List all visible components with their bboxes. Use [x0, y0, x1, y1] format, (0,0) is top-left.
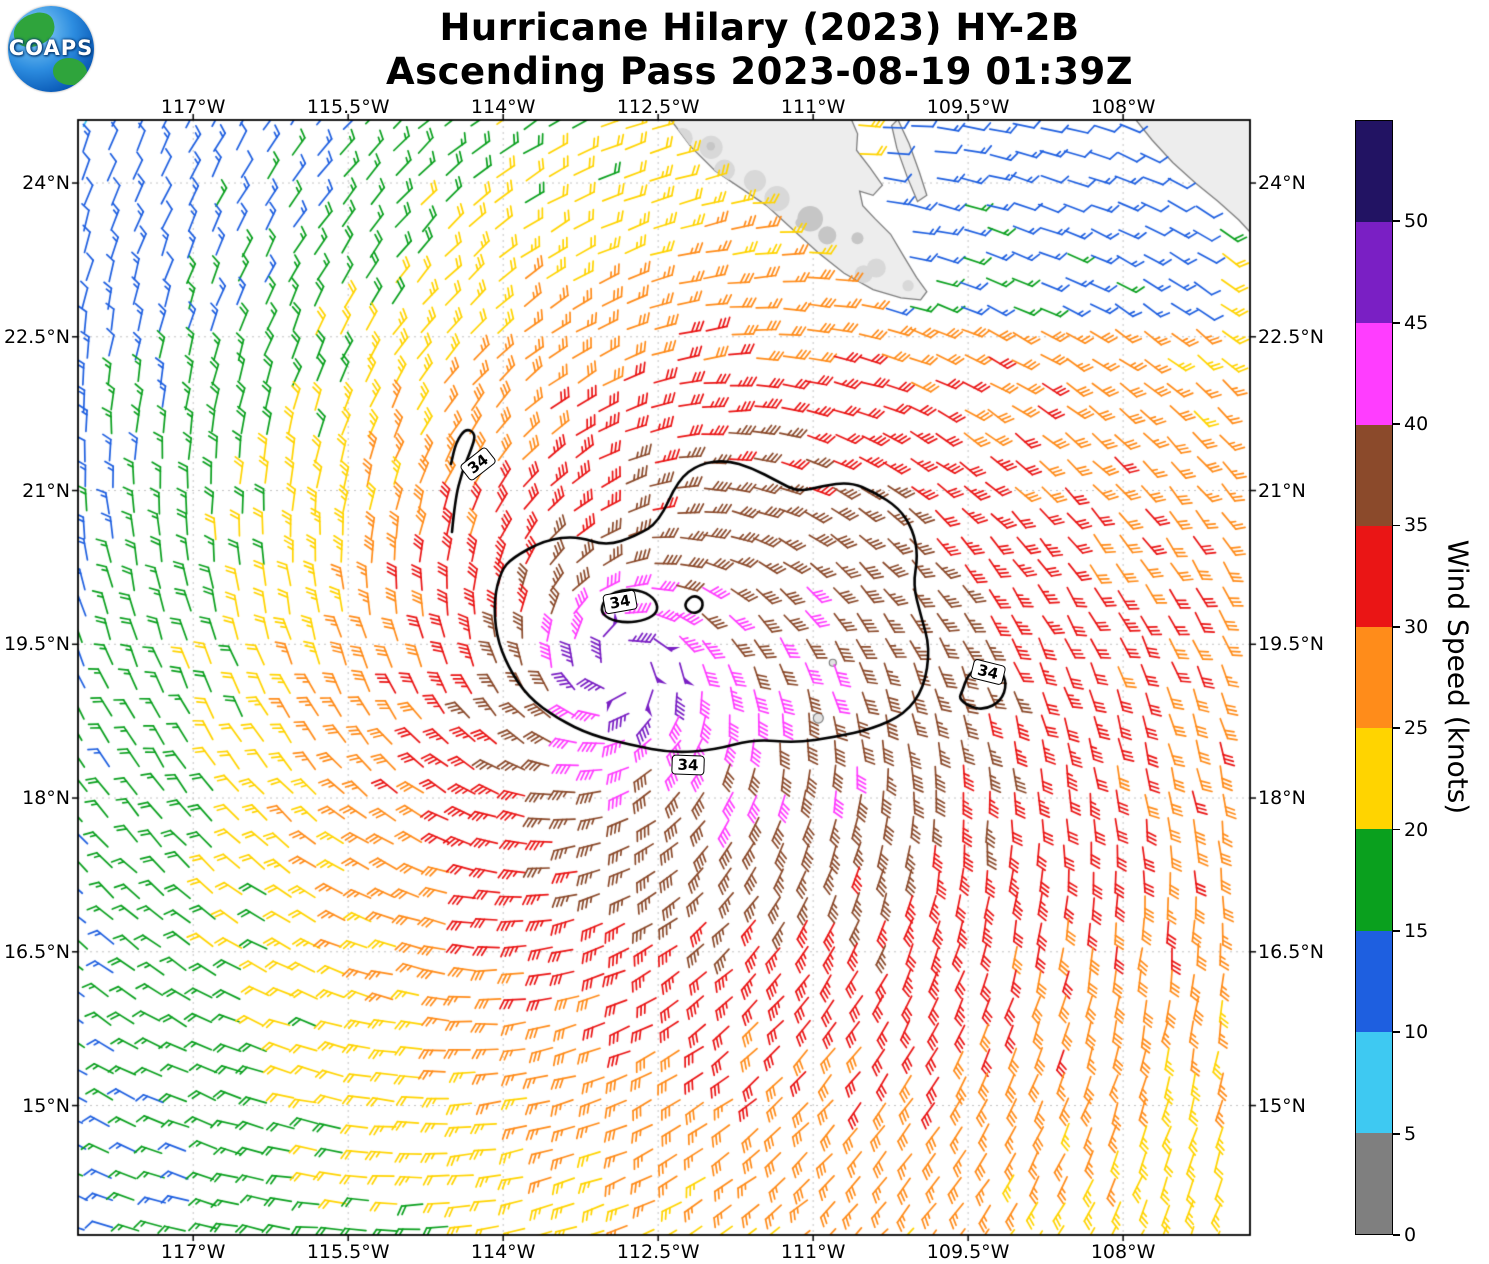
y-tick-label-left: 15°N — [22, 1094, 70, 1117]
colorbar-segment — [1356, 323, 1392, 425]
x-tick-label-top: 109.5°W — [926, 96, 1010, 118]
y-tick-label-left: 16.5°N — [3, 940, 70, 963]
y-tick-label-left: 24°N — [22, 172, 70, 195]
y-tick-label-right: 18°N — [1258, 787, 1306, 810]
colorbar-segment — [1356, 728, 1392, 830]
colorbar-segment — [1356, 222, 1392, 324]
y-tick-label-right: 21°N — [1258, 479, 1306, 502]
x-tick-label-top: 115.5°W — [306, 96, 390, 118]
y-tick-label-left: 21°N — [22, 479, 70, 502]
x-tick-label-top: 112.5°W — [616, 96, 700, 118]
x-tick-label-bottom: 117°W — [160, 1241, 226, 1263]
colorbar-segment — [1356, 525, 1392, 627]
colorbar-segment — [1356, 829, 1392, 931]
colorbar — [1355, 120, 1393, 1235]
contour-label-34: 34 — [671, 754, 705, 776]
colorbar-tick-label: 50 — [1404, 210, 1429, 233]
colorbar-tick-label: 40 — [1404, 413, 1429, 436]
colorbar-tick-label: 15 — [1404, 919, 1429, 942]
x-tick-label-top: 114°W — [470, 96, 536, 118]
colorbar-tick — [1393, 828, 1400, 831]
x-tick-label-bottom: 109.5°W — [926, 1241, 1010, 1263]
colorbar-segment — [1356, 424, 1392, 526]
y-tick-label-left: 22.5°N — [3, 325, 70, 348]
colorbar-tick — [1393, 930, 1400, 932]
y-tick-label-right: 22.5°N — [1258, 325, 1325, 348]
x-tick-label-top: 117°W — [160, 96, 226, 118]
y-tick-label-right: 24°N — [1258, 172, 1306, 195]
x-tick-label-bottom: 114°W — [470, 1241, 536, 1263]
colorbar-tick — [1393, 220, 1400, 223]
x-tick-label-top: 108°W — [1090, 96, 1156, 118]
logo-text: COAPS — [8, 36, 94, 60]
colorbar-tick-label: 0 — [1404, 1224, 1417, 1246]
colorbar-tick — [1393, 1031, 1400, 1034]
y-tick-label-right: 15°N — [1258, 1094, 1306, 1117]
colorbar-tick-label: 20 — [1404, 818, 1429, 841]
colorbar-tick-label: 45 — [1404, 311, 1429, 334]
y-tick-label-left: 18°N — [22, 787, 70, 810]
y-tick-label-left: 19.5°N — [3, 633, 70, 656]
colorbar-tick-label: 5 — [1404, 1122, 1417, 1145]
colorbar-segment — [1356, 930, 1392, 1032]
x-tick-label-top: 111°W — [780, 96, 846, 118]
colorbar-segment — [1356, 1132, 1392, 1235]
colorbar-segment — [1356, 626, 1392, 729]
colorbar-tick — [1393, 1234, 1400, 1236]
title-block: Hurricane Hilary (2023) HY-2B Ascending … — [30, 6, 1489, 93]
coaps-logo: COAPS — [8, 6, 94, 92]
chart-subtitle: Ascending Pass 2023-08-19 01:39Z — [385, 49, 1134, 93]
colorbar-tick — [1393, 727, 1400, 730]
chart-title: Hurricane Hilary (2023) HY-2B — [439, 6, 1080, 49]
x-tick-label-bottom: 115.5°W — [306, 1241, 390, 1263]
logo-globe-land-icon — [53, 58, 87, 85]
colorbar-tick-label: 10 — [1404, 1021, 1429, 1044]
colorbar-tick — [1393, 524, 1400, 527]
y-tick-label-right: 19.5°N — [1258, 633, 1325, 656]
colorbar-tick — [1393, 625, 1400, 628]
colorbar-tick-label: 30 — [1404, 615, 1429, 638]
colorbar-tick — [1393, 1132, 1400, 1135]
colorbar-tick — [1393, 321, 1400, 324]
colorbar-segment — [1356, 1031, 1392, 1133]
y-tick-label-right: 16.5°N — [1258, 940, 1325, 963]
colorbar-segment — [1356, 121, 1392, 223]
colorbar-tick-label: 25 — [1404, 717, 1429, 740]
colorbar-tick — [1393, 423, 1400, 425]
colorbar-label: Wind Speed (knots) — [1441, 539, 1475, 815]
x-tick-label-bottom: 112.5°W — [616, 1241, 700, 1263]
x-tick-label-bottom: 111°W — [780, 1241, 846, 1263]
x-tick-label-bottom: 108°W — [1090, 1241, 1156, 1263]
colorbar-tick-label: 35 — [1404, 514, 1429, 537]
